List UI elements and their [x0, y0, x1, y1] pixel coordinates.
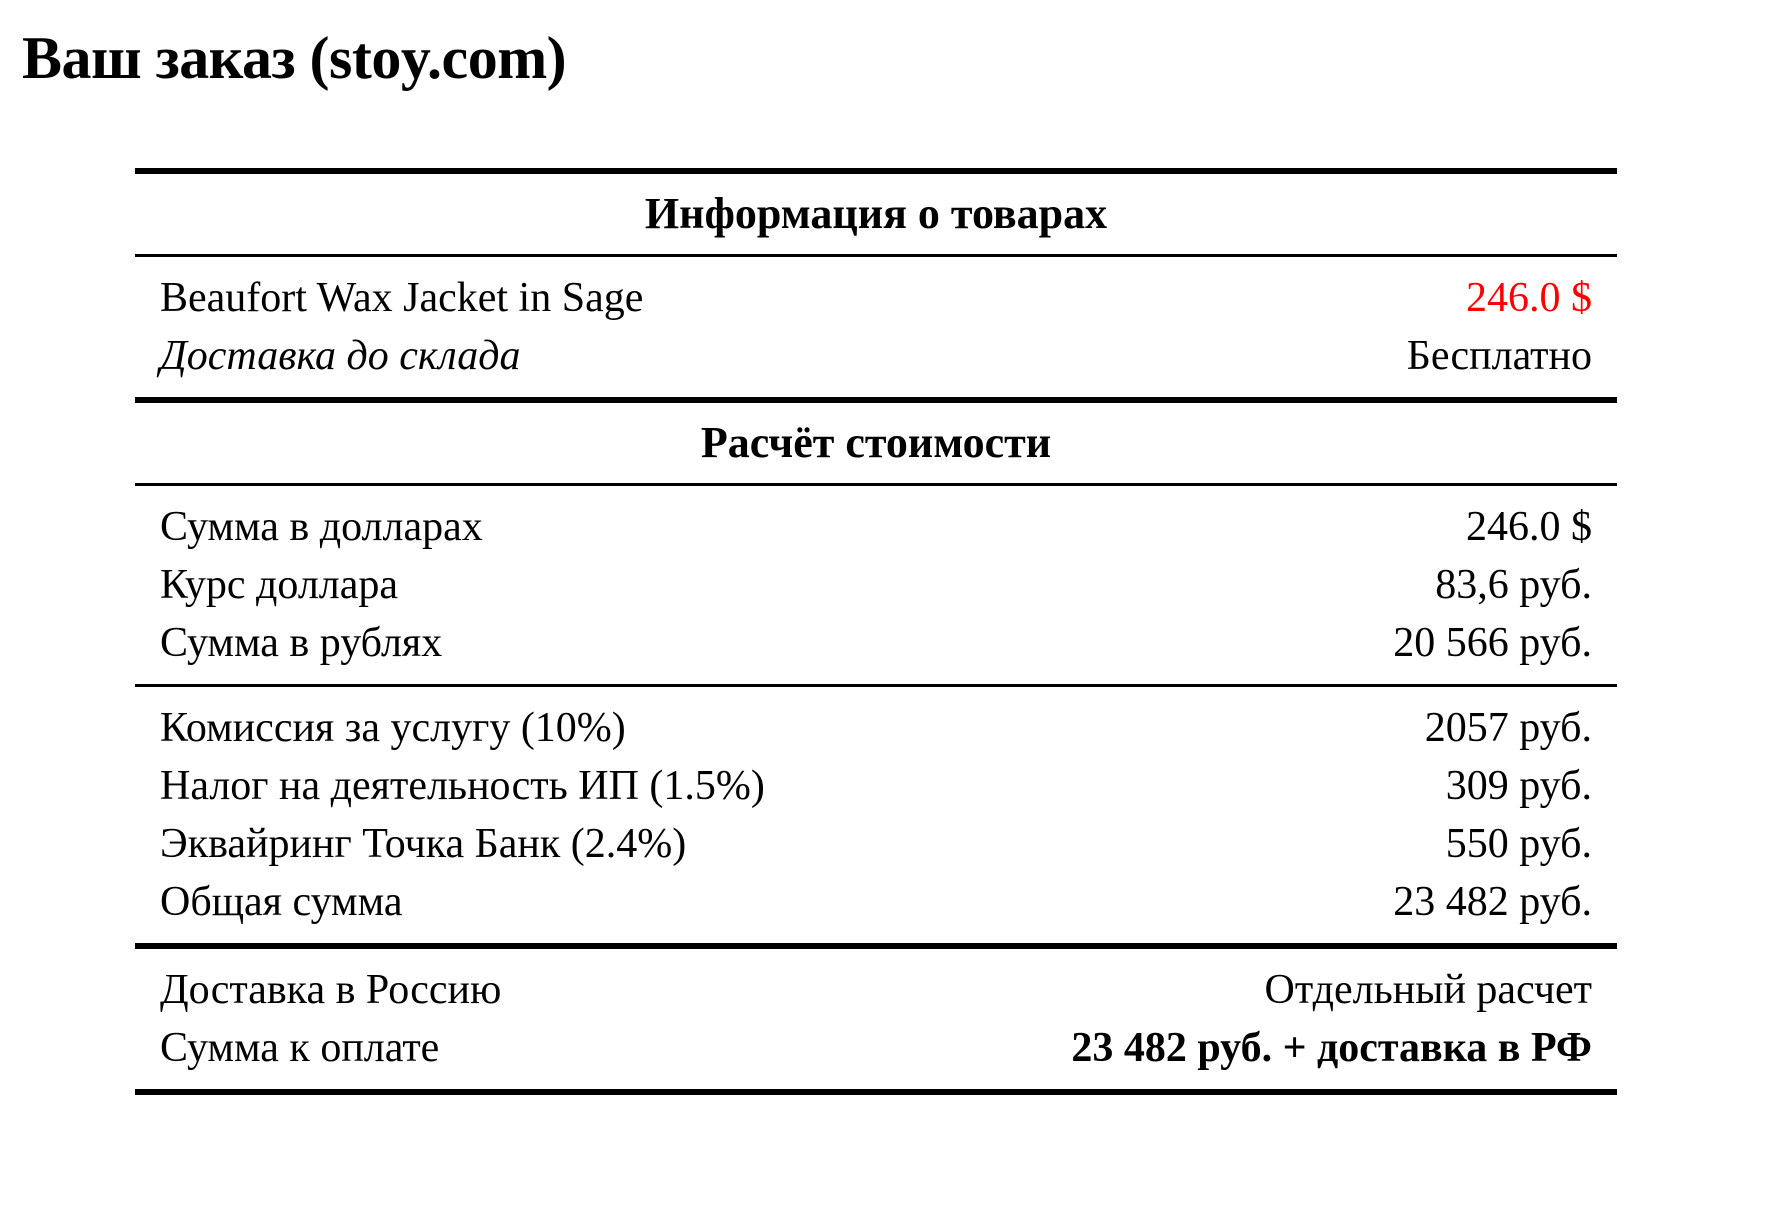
commission-label: Комиссия за услугу (10%): [160, 705, 626, 751]
table-row-product: Beaufort Wax Jacket in Sage 246.0 $: [135, 269, 1617, 327]
usd-rate-label: Курс доллара: [160, 562, 399, 608]
usd-sum-value: 246.0 $: [1466, 504, 1592, 550]
rule-before-cost-header: [135, 397, 1617, 403]
ru-delivery-value: Отдельный расчет: [1264, 967, 1593, 1013]
total-label: Общая сумма: [160, 879, 403, 925]
summary-rows-section: Доставка в Россию Отдельный расчет Сумма…: [135, 949, 1617, 1089]
cost-header-section: Расчёт стоимости: [135, 403, 1617, 483]
payable-value: 23 482 руб. + доставка в РФ: [1071, 1025, 1592, 1071]
table-row-acquiring: Эквайринг Точка Банк (2.4%) 550 руб.: [135, 815, 1617, 873]
table-row-ru-delivery: Доставка в Россию Отдельный расчет: [135, 961, 1617, 1019]
table-row-warehouse-delivery: Доставка до склада Бесплатно: [135, 327, 1617, 385]
warehouse-delivery-label: Доставка до склада: [160, 333, 521, 379]
table-row-usd-sum: Сумма в долларах 246.0 $: [135, 498, 1617, 556]
usd-rate-value: 83,6 руб.: [1435, 562, 1592, 608]
tax-label: Налог на деятельность ИП (1.5%): [160, 763, 765, 809]
table-row-rub-sum: Сумма в рублях 20 566 руб.: [135, 614, 1617, 672]
total-value: 23 482 руб.: [1393, 879, 1592, 925]
rule-before-summary: [135, 943, 1617, 949]
table-row-commission: Комиссия за услугу (10%) 2057 руб.: [135, 699, 1617, 757]
warehouse-delivery-value: Бесплатно: [1406, 333, 1592, 379]
table-row-tax: Налог на деятельность ИП (1.5%) 309 руб.: [135, 757, 1617, 815]
product-name: Beaufort Wax Jacket in Sage: [160, 275, 644, 321]
order-summary-table: Информация о товарах Beaufort Wax Jacket…: [135, 168, 1617, 1095]
table-row-total: Общая сумма 23 482 руб.: [135, 873, 1617, 931]
cost-rows-section-1: Сумма в долларах 246.0 $ Курс доллара 83…: [135, 486, 1617, 684]
page-title: Ваш заказ (stoy.com): [22, 25, 567, 91]
cost-section-header: Расчёт стоимости: [700, 418, 1052, 467]
commission-value: 2057 руб.: [1424, 705, 1592, 751]
products-header-section: Информация о товарах: [135, 174, 1617, 254]
rub-sum-label: Сумма в рублях: [160, 620, 443, 666]
usd-sum-label: Сумма в долларах: [160, 504, 483, 550]
table-bottom-rule: [135, 1089, 1617, 1095]
rule-after-products-header: [135, 254, 1617, 257]
payable-label: Сумма к оплате: [160, 1025, 440, 1071]
product-price: 246.0 $: [1466, 275, 1592, 321]
products-section-header: Информация о товарах: [644, 189, 1108, 238]
rule-after-cost-header: [135, 483, 1617, 486]
table-top-rule: [135, 168, 1617, 174]
products-rows-section: Beaufort Wax Jacket in Sage 246.0 $ Дост…: [135, 257, 1617, 397]
table-row-payable: Сумма к оплате 23 482 руб. + доставка в …: [135, 1019, 1617, 1077]
tax-value: 309 руб.: [1445, 763, 1592, 809]
cost-rows-section-2: Комиссия за услугу (10%) 2057 руб. Налог…: [135, 687, 1617, 943]
ru-delivery-label: Доставка в Россию: [160, 967, 502, 1013]
rub-sum-value: 20 566 руб.: [1393, 620, 1592, 666]
acquiring-label: Эквайринг Точка Банк (2.4%): [160, 821, 687, 867]
acquiring-value: 550 руб.: [1445, 821, 1592, 867]
rule-before-fees: [135, 684, 1617, 687]
table-row-usd-rate: Курс доллара 83,6 руб.: [135, 556, 1617, 614]
